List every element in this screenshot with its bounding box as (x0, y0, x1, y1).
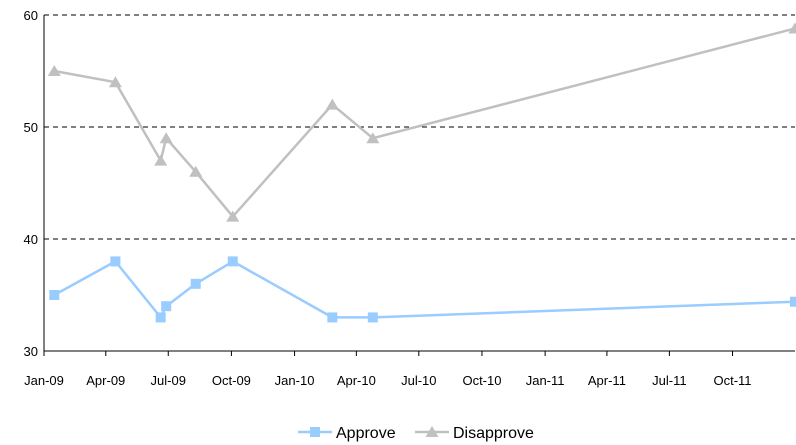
data-point-approve (49, 290, 60, 300)
data-point-approve (190, 278, 201, 289)
x-tick-label: Jul-10 (401, 373, 436, 388)
x-tick-label: Oct-10 (462, 373, 501, 388)
axes: 30 40 50 60 Jan-09 Apr-09 Jul-09 Oct-09 Jan-10 Ap… (24, 8, 795, 388)
legend[interactable]: Approve Disapprove (298, 425, 534, 442)
legend-marker-approve (310, 427, 320, 437)
y-tick-label: 50 (24, 120, 38, 135)
data-point-approve (227, 256, 238, 267)
x-tick-label: Oct-11 (713, 373, 751, 388)
x-tick-label: Jul-11 (652, 373, 686, 388)
legend-label-approve: Approve (336, 425, 396, 442)
legend-label-disapprove: Disapprove (453, 425, 534, 442)
x-tick-label: Jan-09 (24, 373, 64, 388)
legend-marker-disapprove (425, 426, 439, 437)
data-point-disapprove (788, 22, 796, 34)
data-point-approve (327, 312, 338, 323)
series-disapprove (47, 22, 796, 222)
gridlines (44, 14, 795, 240)
data-point-disapprove (47, 65, 61, 76)
data-point-approve (367, 312, 378, 323)
series-line-disapprove (54, 27, 796, 218)
x-tick-label: Jul-09 (151, 373, 186, 388)
legend-item-disapprove[interactable]: Disapprove (415, 425, 534, 442)
x-tick-label: Apr-11 (588, 373, 626, 388)
y-tick-label: 40 (24, 232, 38, 247)
x-tick-label: Oct-09 (212, 373, 251, 388)
data-point-approve (790, 296, 796, 307)
data-point-disapprove (189, 165, 203, 177)
data-point-disapprove (226, 210, 240, 222)
x-tick-label: Jan-11 (526, 373, 565, 388)
y-tick-label: 60 (24, 8, 38, 23)
x-tick-label: Apr-10 (337, 373, 376, 388)
data-point-disapprove (366, 132, 380, 144)
x-tick-label: Jan-10 (275, 373, 315, 388)
x-tick-label: Apr-09 (86, 373, 125, 388)
data-point-approve (110, 256, 121, 267)
y-tick-label: 30 (24, 344, 38, 359)
data-point-disapprove (108, 76, 122, 88)
data-point-approve (161, 301, 172, 312)
series-approve (49, 256, 796, 323)
series (47, 22, 796, 323)
legend-item-approve[interactable]: Approve (298, 425, 396, 442)
data-point-disapprove (154, 154, 168, 166)
data-point-disapprove (325, 98, 339, 110)
data-point-disapprove (159, 132, 173, 144)
data-point-approve (155, 312, 166, 323)
